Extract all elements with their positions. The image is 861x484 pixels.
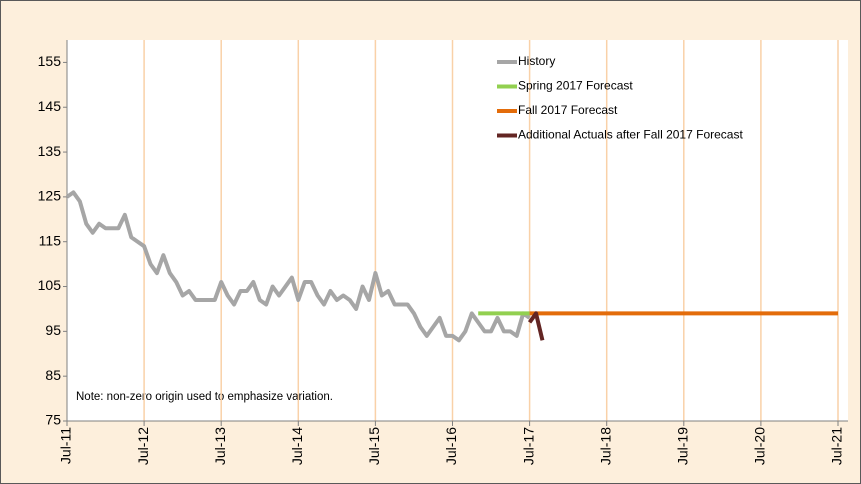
- x-tick-label: Jul-15: [366, 427, 382, 465]
- legend-label: History: [518, 54, 555, 68]
- y-tick-label: 85: [45, 367, 61, 383]
- y-tick-label: 155: [38, 53, 62, 69]
- y-tick-label: 125: [38, 188, 62, 204]
- x-tick-label: Jul-19: [675, 427, 691, 465]
- x-tick-label: Jul-18: [597, 427, 613, 465]
- x-tick-label: Jul-13: [212, 427, 228, 465]
- x-tick-label: Jul-16: [443, 427, 459, 465]
- x-tick-label: Jul-21: [829, 427, 845, 465]
- series-line: [65, 190, 531, 343]
- x-tick-label: Jul-14: [289, 427, 305, 465]
- x-tick-label: Jul-20: [752, 427, 768, 465]
- y-tick-label: 145: [38, 98, 62, 114]
- series-line: [527, 311, 545, 341]
- legend-label: Spring 2017 Forecast: [518, 79, 633, 93]
- y-tick-label: 75: [45, 412, 61, 428]
- legend-label: Additional Actuals after Fall 2017 Forec…: [518, 128, 743, 142]
- y-tick-label: 115: [39, 232, 62, 248]
- x-tick-label: Jul-11: [58, 427, 74, 464]
- x-tick-label: Jul-12: [135, 427, 151, 465]
- x-tick-label: Jul-17: [520, 427, 536, 465]
- annotation: Note: non-zero origin used to emphasize …: [76, 391, 333, 403]
- y-tick-label: 135: [38, 143, 62, 159]
- legend-label: Fall 2017 Forecast: [518, 103, 618, 117]
- plot-area: [67, 40, 848, 421]
- y-tick-label: 105: [38, 277, 62, 293]
- y-tick-label: 95: [45, 322, 61, 338]
